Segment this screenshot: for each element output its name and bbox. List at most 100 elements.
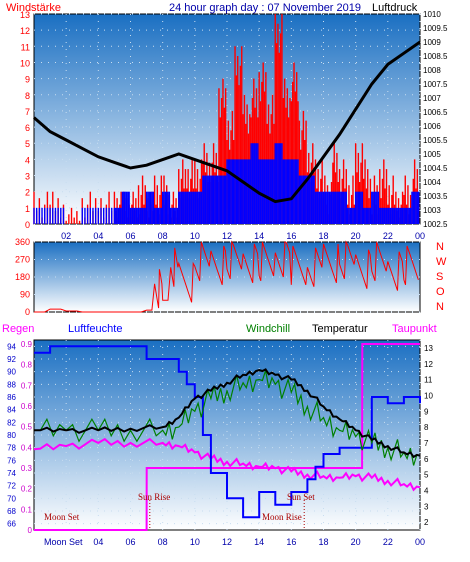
direction-y-tick-label: 90 xyxy=(20,290,30,300)
temp-x-tick-label: 00 xyxy=(415,537,425,547)
pressure-y-tick-label: 1007.5 xyxy=(423,80,448,89)
temperature-y-tick-label: 7 xyxy=(424,439,429,448)
pressure-y-tick-label: 1008 xyxy=(423,66,441,75)
pressure-y-tick-label: 1010 xyxy=(423,10,441,19)
rain-y-tick-label: 0.7 xyxy=(21,381,33,390)
direction-y-tick-label: 0 xyxy=(25,307,30,317)
annotation-sun-rise: Sun Rise xyxy=(138,492,170,502)
legend-windchill: Windchill xyxy=(246,323,290,335)
wind-x-tick-label: 18 xyxy=(318,231,328,241)
humidity-y-tick-label: 84 xyxy=(7,406,16,415)
pressure-y-tick-label: 1009 xyxy=(423,38,441,47)
temp-x-tick-label: 22 xyxy=(383,537,393,547)
pressure-y-tick-label: 1009.5 xyxy=(423,24,448,33)
direction-y-tick-label: 360 xyxy=(15,237,30,247)
temp-x-tick-label: 16 xyxy=(286,537,296,547)
pressure-y-tick-label: 1007 xyxy=(423,94,441,103)
humidity-y-tick-label: 82 xyxy=(7,418,16,427)
wind-y-tick-label: 9 xyxy=(25,75,30,85)
humidity-y-tick-label: 70 xyxy=(7,494,16,503)
wind-y-tick-label: 1 xyxy=(25,204,30,214)
pressure-y-tick-label: 1002.5 xyxy=(423,220,448,229)
wind-x-tick-label: 16 xyxy=(286,231,296,241)
direction-y-tick-label: 180 xyxy=(15,272,30,282)
direction-compass-label: W xyxy=(436,256,447,268)
humidity-y-tick-label: 86 xyxy=(7,393,16,402)
wind-x-tick-label: 08 xyxy=(158,231,168,241)
legend-taupunkt: Taupunkt xyxy=(392,323,437,335)
dewpoint-line xyxy=(33,437,421,492)
annotation-sun-set: Sun Set xyxy=(287,492,315,502)
temperature-y-tick-label: 2 xyxy=(424,518,429,527)
pressure-y-tick-label: 1003.5 xyxy=(423,192,448,201)
wind-y-tick-label: 3 xyxy=(25,172,30,182)
temperature-y-tick-label: 3 xyxy=(424,502,429,511)
wind-y-tick-label: 5 xyxy=(25,139,30,149)
rain-y-tick-label: 0.3 xyxy=(21,464,33,473)
wind-y-tick-label: 0 xyxy=(25,220,30,230)
humidity-y-tick-label: 88 xyxy=(7,380,16,389)
humidity-y-tick-label: 68 xyxy=(7,507,16,516)
legend-temperatur: Temperatur xyxy=(312,323,368,335)
wind-x-tick-label: 02 xyxy=(61,231,71,241)
pressure-line xyxy=(33,40,421,204)
pressure-y-tick-label: 1004 xyxy=(423,178,441,187)
wind-x-tick-label: 20 xyxy=(351,231,361,241)
wind-y-tick-label: 10 xyxy=(20,58,30,68)
humidity-y-tick-label: 76 xyxy=(7,456,16,465)
wind-x-tick-label: 12 xyxy=(222,231,232,241)
rain-y-tick-label: 0.1 xyxy=(21,505,33,514)
temp-x-tick-label: 20 xyxy=(351,537,361,547)
pressure-y-tick-label: 1008.5 xyxy=(423,52,448,61)
rain-y-tick-label: 0.6 xyxy=(21,402,33,411)
annotation-moon-set: Moon Set xyxy=(44,512,80,522)
temperature-y-tick-label: 13 xyxy=(424,344,433,353)
wind-y-tick-label: 13 xyxy=(20,10,30,20)
temp-x-tick-label: 06 xyxy=(125,537,135,547)
temperature-y-tick-label: 5 xyxy=(424,471,429,480)
humidity-y-tick-label: 80 xyxy=(7,431,16,440)
panel-wind-direction xyxy=(33,241,421,313)
humidity-line xyxy=(34,345,421,519)
temp-x-tick-label: 10 xyxy=(190,537,200,547)
rain-y-tick-label: 0.8 xyxy=(21,361,33,370)
temp-x-tick-label: 18 xyxy=(318,537,328,547)
temperature-y-tick-label: 11 xyxy=(424,376,433,385)
direction-compass-label: N xyxy=(436,241,444,253)
wind-y-tick-label: 12 xyxy=(20,26,30,36)
x-axis-moon-label: Moon Set xyxy=(44,537,83,547)
wind-y-tick-label: 4 xyxy=(25,155,30,165)
pressure-axis-title: Luftdruck xyxy=(372,2,418,14)
temperature-y-tick-label: 9 xyxy=(424,407,429,416)
temperature-y-tick-label: 4 xyxy=(424,486,429,495)
temperature-y-tick-label: 6 xyxy=(424,455,429,464)
wind-x-tick-label: 00 xyxy=(415,231,425,241)
rain-y-tick-label: 0.2 xyxy=(21,485,33,494)
humidity-y-tick-label: 92 xyxy=(7,355,16,364)
wind-x-tick-label: 04 xyxy=(93,231,103,241)
rain-y-tick-label: 0.9 xyxy=(21,340,33,349)
direction-compass-label: O xyxy=(436,286,445,298)
humidity-y-tick-label: 90 xyxy=(7,368,16,377)
wind-y-tick-label: 6 xyxy=(25,123,30,133)
direction-compass-label: S xyxy=(436,271,443,283)
wind-direction-line xyxy=(34,240,419,313)
humidity-y-tick-label: 74 xyxy=(7,469,16,478)
rain-y-tick-label: 0 xyxy=(28,526,33,535)
temp-x-tick-label: 08 xyxy=(158,537,168,547)
wind-axis-title: Windstärke xyxy=(6,2,61,14)
chart-title: 24 hour graph day : 07 November 2019 xyxy=(169,2,361,14)
direction-compass-label: N xyxy=(436,301,444,313)
pressure-y-tick-label: 1005 xyxy=(423,150,441,159)
wind-y-tick-label: 8 xyxy=(25,91,30,101)
temperature-y-tick-label: 8 xyxy=(424,423,429,432)
wind-x-tick-label: 06 xyxy=(125,231,135,241)
legend-regen: Regen xyxy=(2,323,34,335)
windchill-line xyxy=(34,370,421,466)
pressure-y-tick-label: 1006 xyxy=(423,122,441,131)
wind-y-tick-label: 7 xyxy=(25,107,30,117)
wind-x-tick-label: 14 xyxy=(254,231,264,241)
rain-y-tick-label: 0.4 xyxy=(21,443,33,452)
